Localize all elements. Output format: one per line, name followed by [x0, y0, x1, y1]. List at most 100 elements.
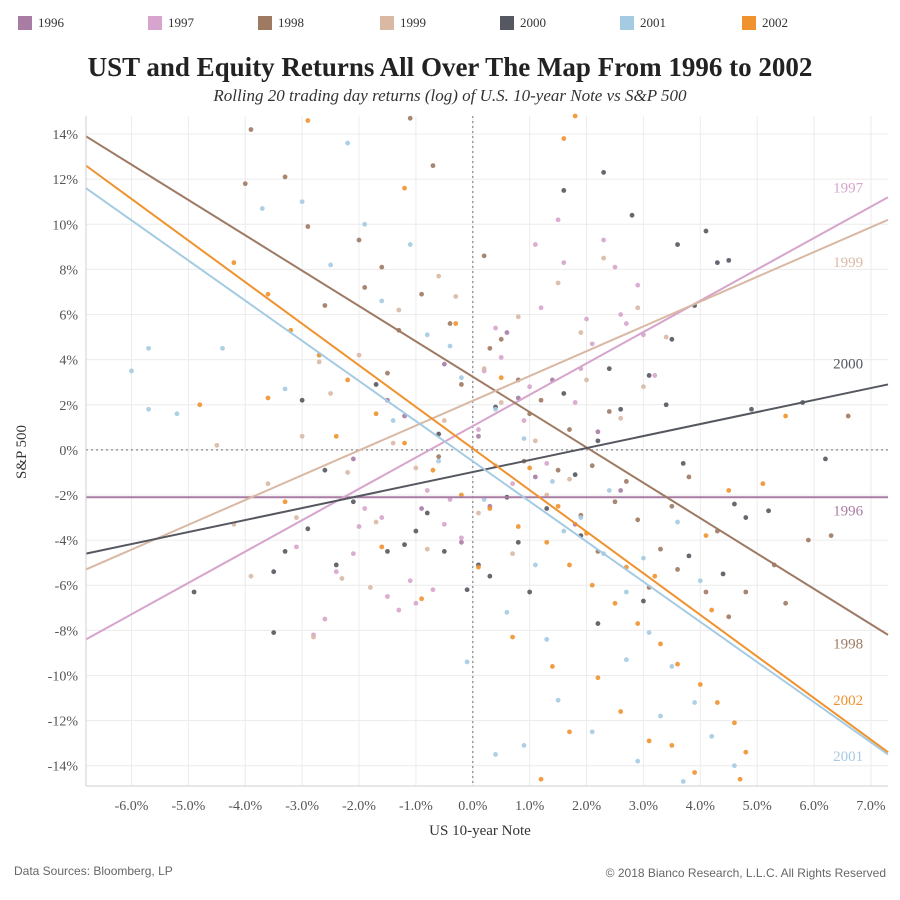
- point-1999: [339, 576, 345, 581]
- scatter-points: [129, 113, 851, 784]
- point-1999: [265, 481, 271, 487]
- point-2002: [658, 641, 663, 647]
- point-2002: [510, 634, 515, 640]
- point-2001: [555, 697, 561, 703]
- point-2001: [390, 418, 396, 423]
- y-tick-label: -4%: [55, 534, 79, 549]
- point-2002: [714, 700, 720, 705]
- point-2001: [561, 528, 567, 534]
- point-2000: [618, 406, 624, 412]
- point-2001: [550, 479, 555, 484]
- legend-label: 2000: [520, 15, 546, 30]
- point-1999: [356, 352, 362, 358]
- point-1998: [282, 174, 288, 180]
- point-2000: [629, 212, 635, 218]
- point-2000: [424, 510, 430, 516]
- x-tick-label: 6.0%: [799, 799, 829, 814]
- copyright: © 2018 Bianco Research, L.L.C. All Right…: [605, 866, 886, 880]
- point-1997: [538, 305, 544, 311]
- point-1999: [498, 400, 504, 405]
- y-tick-label: -6%: [55, 579, 79, 594]
- trend-label-1996: 1996: [833, 503, 864, 519]
- point-2002: [726, 488, 732, 493]
- point-1999: [248, 573, 254, 579]
- point-2002: [265, 291, 271, 297]
- legend-item-1999: 1999: [380, 10, 426, 36]
- point-1999: [367, 585, 373, 590]
- point-2000: [561, 188, 567, 193]
- point-2001: [544, 636, 550, 642]
- point-1998: [430, 163, 436, 169]
- point-2001: [146, 406, 151, 412]
- point-1998: [407, 115, 413, 121]
- point-2001: [709, 733, 715, 739]
- point-2001: [606, 488, 612, 493]
- point-1999: [618, 415, 624, 421]
- point-2000: [271, 630, 277, 635]
- point-1998: [567, 427, 572, 432]
- point-2002: [612, 600, 618, 606]
- x-tick-label: 3.0%: [629, 799, 659, 814]
- point-1997: [333, 569, 339, 575]
- point-2000: [441, 548, 447, 554]
- point-1998: [726, 614, 732, 620]
- point-2000: [191, 589, 197, 595]
- legend-swatch: [258, 16, 272, 30]
- point-1997: [612, 264, 618, 270]
- y-axis-title: S&P 500: [14, 425, 30, 479]
- point-1999: [641, 384, 646, 390]
- legend-label: 2001: [640, 15, 666, 30]
- point-2002: [595, 675, 601, 681]
- point-2000: [572, 472, 578, 478]
- point-1998: [828, 533, 834, 538]
- trend-label-2002: 2002: [833, 693, 863, 709]
- point-2002: [345, 377, 351, 383]
- point-2001: [669, 664, 675, 669]
- point-1999: [532, 438, 538, 444]
- point-1997: [385, 594, 390, 599]
- point-2000: [544, 506, 550, 511]
- trend-lines: 1996 1997 1998 1999 2000 2001 2002: [85, 135, 889, 765]
- point-1997: [459, 535, 464, 541]
- legend-swatch: [380, 16, 394, 30]
- trend-label-2000: 2000: [833, 357, 863, 373]
- point-2002: [743, 749, 749, 755]
- point-2002: [333, 433, 339, 439]
- point-2000: [680, 461, 686, 466]
- point-1996: [459, 539, 464, 545]
- point-1997: [476, 427, 481, 432]
- x-tick-label: -6.0%: [115, 799, 149, 814]
- point-2002: [561, 136, 567, 141]
- point-2001: [697, 578, 703, 584]
- point-2001: [464, 659, 470, 665]
- point-2000: [766, 508, 771, 514]
- point-2000: [305, 526, 311, 532]
- point-2002: [515, 524, 521, 529]
- point-1999: [373, 519, 379, 525]
- point-2001: [493, 406, 498, 412]
- point-1999: [544, 492, 550, 498]
- point-2000: [299, 397, 305, 403]
- point-2001: [623, 589, 629, 595]
- point-1999: [316, 359, 322, 365]
- point-1999: [510, 551, 515, 557]
- point-2001: [328, 262, 333, 268]
- point-1996: [476, 433, 481, 439]
- point-2002: [544, 539, 550, 545]
- point-1997: [430, 587, 436, 593]
- x-tick-label: -3.0%: [285, 799, 319, 814]
- point-2001: [732, 763, 737, 769]
- trend-label-1999: 1999: [833, 255, 863, 271]
- point-1997: [294, 544, 299, 550]
- point-1999: [567, 476, 572, 482]
- point-1999: [311, 634, 316, 640]
- chart-title: UST and Equity Returns All Over The Map …: [87, 52, 813, 82]
- point-2002: [737, 776, 743, 782]
- point-2000: [732, 501, 737, 507]
- point-2001: [424, 332, 430, 338]
- point-2000: [601, 169, 607, 175]
- trend-line-1999: [85, 218, 889, 571]
- point-2000: [595, 621, 601, 626]
- point-1998: [612, 499, 618, 505]
